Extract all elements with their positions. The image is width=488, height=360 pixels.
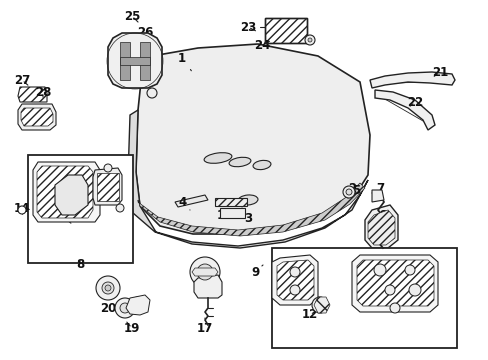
Circle shape bbox=[307, 38, 311, 42]
Bar bbox=[220, 208, 244, 218]
Circle shape bbox=[384, 285, 394, 295]
Polygon shape bbox=[120, 42, 130, 80]
Circle shape bbox=[105, 285, 111, 291]
Text: 3: 3 bbox=[242, 208, 251, 225]
Polygon shape bbox=[108, 33, 162, 88]
Polygon shape bbox=[367, 210, 394, 245]
Bar bbox=[264, 18, 306, 43]
Polygon shape bbox=[18, 87, 47, 102]
Polygon shape bbox=[120, 57, 150, 65]
Ellipse shape bbox=[238, 195, 258, 205]
Polygon shape bbox=[175, 195, 207, 207]
Text: 25: 25 bbox=[123, 9, 140, 23]
Bar bbox=[264, 18, 306, 43]
Polygon shape bbox=[194, 275, 222, 298]
Polygon shape bbox=[140, 42, 150, 80]
Bar bbox=[215, 198, 246, 206]
Text: 13: 13 bbox=[57, 212, 73, 225]
Ellipse shape bbox=[203, 153, 231, 163]
Text: 4: 4 bbox=[179, 195, 190, 210]
Text: 27: 27 bbox=[14, 73, 30, 86]
Polygon shape bbox=[371, 190, 383, 202]
Text: 19: 19 bbox=[123, 321, 140, 334]
Polygon shape bbox=[136, 44, 369, 234]
Circle shape bbox=[311, 297, 327, 313]
Circle shape bbox=[305, 35, 314, 45]
Text: 23: 23 bbox=[240, 21, 256, 33]
Circle shape bbox=[18, 206, 26, 214]
Text: 10: 10 bbox=[92, 181, 108, 194]
Text: 2: 2 bbox=[345, 181, 355, 196]
Circle shape bbox=[289, 267, 299, 277]
Text: 21: 21 bbox=[431, 66, 447, 78]
Text: 9: 9 bbox=[250, 265, 263, 279]
Text: 15: 15 bbox=[278, 266, 295, 279]
Circle shape bbox=[197, 264, 213, 280]
Polygon shape bbox=[93, 168, 122, 205]
Text: 18: 18 bbox=[204, 285, 221, 302]
Circle shape bbox=[116, 204, 124, 212]
Polygon shape bbox=[192, 268, 218, 276]
Circle shape bbox=[104, 164, 112, 172]
Polygon shape bbox=[55, 175, 88, 215]
Polygon shape bbox=[351, 255, 437, 312]
Circle shape bbox=[147, 88, 157, 98]
Circle shape bbox=[346, 189, 351, 195]
Text: 5: 5 bbox=[347, 184, 359, 198]
Text: 20: 20 bbox=[100, 298, 116, 315]
Polygon shape bbox=[21, 108, 53, 126]
Text: 7: 7 bbox=[371, 181, 383, 194]
Circle shape bbox=[130, 297, 146, 313]
Text: 26: 26 bbox=[137, 26, 153, 42]
Polygon shape bbox=[33, 162, 100, 222]
Text: 17: 17 bbox=[197, 318, 213, 334]
Text: 22: 22 bbox=[406, 95, 422, 108]
Text: 24: 24 bbox=[253, 39, 270, 51]
Polygon shape bbox=[364, 205, 397, 248]
Circle shape bbox=[115, 298, 135, 318]
Ellipse shape bbox=[253, 160, 270, 170]
Circle shape bbox=[120, 303, 130, 313]
Text: 11: 11 bbox=[421, 274, 437, 287]
Text: 14: 14 bbox=[14, 202, 30, 215]
Circle shape bbox=[408, 284, 420, 296]
Text: 8: 8 bbox=[76, 258, 84, 271]
Polygon shape bbox=[18, 104, 56, 130]
Polygon shape bbox=[313, 297, 329, 313]
Polygon shape bbox=[126, 295, 150, 315]
Bar bbox=[97, 173, 119, 201]
Circle shape bbox=[404, 265, 414, 275]
Circle shape bbox=[342, 186, 354, 198]
Polygon shape bbox=[374, 90, 434, 130]
Polygon shape bbox=[138, 183, 364, 236]
Text: 6: 6 bbox=[374, 208, 386, 221]
Polygon shape bbox=[369, 72, 454, 88]
Text: 16: 16 bbox=[216, 208, 233, 221]
Polygon shape bbox=[276, 260, 313, 300]
Bar bbox=[28, 155, 133, 263]
Circle shape bbox=[102, 282, 114, 294]
Bar bbox=[271, 248, 456, 348]
Circle shape bbox=[96, 276, 120, 300]
Circle shape bbox=[373, 264, 385, 276]
Ellipse shape bbox=[228, 157, 250, 167]
Polygon shape bbox=[128, 110, 367, 248]
Polygon shape bbox=[271, 255, 317, 305]
Polygon shape bbox=[37, 166, 93, 218]
Circle shape bbox=[389, 303, 399, 313]
Circle shape bbox=[289, 285, 299, 295]
Text: 1: 1 bbox=[178, 51, 191, 71]
Circle shape bbox=[190, 257, 220, 287]
Text: 12: 12 bbox=[301, 309, 318, 321]
Polygon shape bbox=[356, 260, 433, 306]
Text: 28: 28 bbox=[35, 86, 51, 99]
